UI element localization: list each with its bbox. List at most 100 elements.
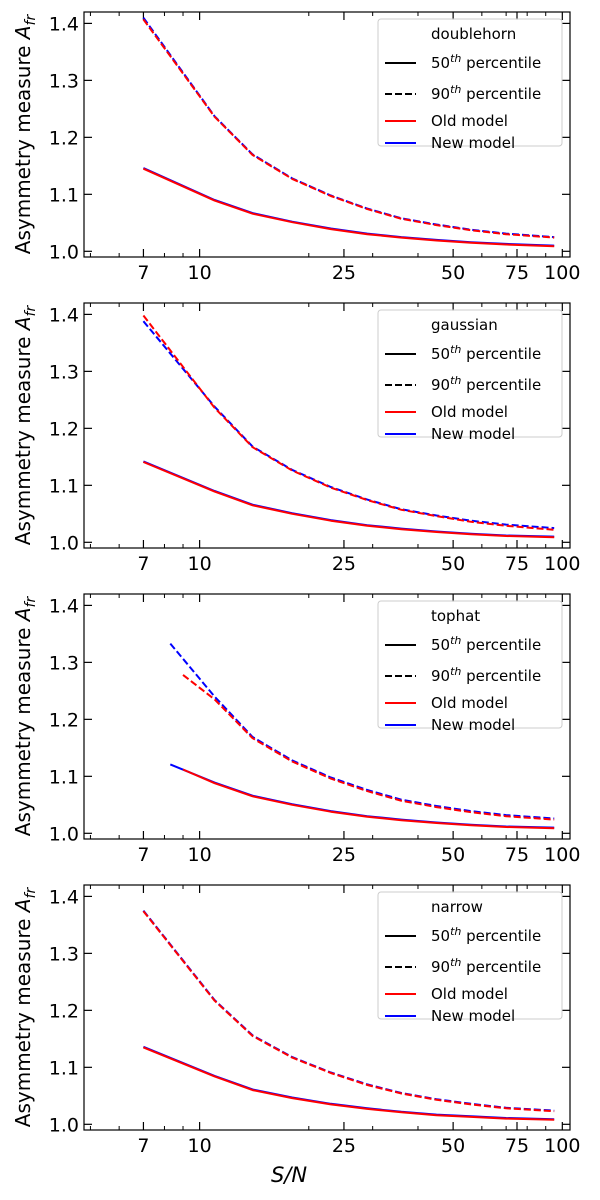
x-tick-label: 7 (137, 844, 149, 866)
panel-gaussian: 7 10 25 50 75 100 1.0 1.1 1.2 1.3 1.4 Asymmetry mea… (11, 302, 580, 575)
y-tick-label: 1.4 (49, 304, 79, 326)
y-axis-label-subscript: fr (23, 14, 39, 26)
series-line-old-p50 (143, 1046, 555, 1121)
plot-frame (83, 884, 571, 1131)
y-tick-label: 1.3 (49, 361, 79, 383)
y-axis-label-text: Asymmetry measure (11, 330, 35, 545)
x-tick-label: 75 (505, 844, 529, 866)
legend-entry-label: 50th percentile (431, 925, 541, 945)
legend-box (377, 600, 563, 729)
series-line-new-p50 (169, 763, 555, 829)
x-tick-label: 10 (188, 844, 212, 866)
y-tick-label: 1.2 (49, 418, 79, 440)
y-tick-label: 1.1 (49, 475, 79, 497)
x-tick-label: 7 (137, 1135, 149, 1157)
legend-entry-label: Old model (431, 985, 508, 1003)
series-line-old-p90 (182, 674, 555, 821)
legend-box (377, 18, 563, 147)
y-axis-label: Asymmetry measure Afr (11, 596, 39, 837)
legend-title: gaussian (431, 316, 498, 334)
series-line-new-p90 (142, 320, 555, 530)
y-tick-label: 1.1 (49, 184, 79, 206)
series-line-old-p50 (182, 768, 555, 830)
y-axis-label: Asymmetry measure Afr (11, 305, 39, 546)
y-tick-label: 1.0 (49, 241, 79, 263)
y-tick-label: 1.2 (49, 127, 79, 149)
legend-box (377, 891, 563, 1020)
legend-entry-label: New model (431, 716, 515, 734)
panel-tophat: 7 10 25 50 75 100 1.0 1.1 1.2 1.3 1.4 Asymmetry mea… (11, 593, 580, 866)
x-tick-label: 100 (544, 262, 580, 284)
series-line-old-p90 (142, 18, 555, 239)
legend-title: narrow (431, 898, 483, 916)
legend-entry-label: Old model (431, 112, 508, 130)
y-axis-label-symbol: A (11, 25, 35, 41)
y-axis-label-subscript: fr (23, 596, 39, 608)
legend: gaussian 50th percentile 90th percentile Ol… (377, 309, 563, 443)
panel-doublehorn: 7 10 25 50 75 100 1.0 1.1 1.2 1.3 1.4 Asymmetry mea… (11, 11, 580, 284)
x-tick-label: 100 (544, 844, 580, 866)
panel-narrow: 7 10 25 50 75 100 1.0 1.1 1.2 1.3 1.4 Asymmetry mea… (11, 884, 580, 1187)
legend-title: doublehorn (431, 25, 516, 43)
series-line-old-p90 (142, 314, 555, 531)
x-tick-label: 25 (332, 262, 356, 284)
x-tick-label: 10 (188, 262, 212, 284)
series-line-old-p50 (143, 461, 555, 539)
y-axis-label: Asymmetry measure Afr (11, 14, 39, 255)
series-line-new-p50 (143, 460, 555, 538)
x-tick-label: 50 (441, 262, 465, 284)
y-tick-label: 1.3 (49, 943, 79, 965)
plot-frame (83, 302, 571, 549)
x-tick-label: 10 (188, 1135, 212, 1157)
x-axis-label: S/N (271, 1163, 307, 1187)
x-tick-label: 7 (137, 262, 149, 284)
x-tick-label: 100 (544, 1135, 580, 1157)
y-axis-label-text: Asymmetry measure (11, 912, 35, 1127)
x-tick-label: 50 (441, 844, 465, 866)
legend-entry-label: 50th percentile (431, 634, 541, 654)
y-tick-label: 1.0 (49, 532, 79, 554)
y-tick-label: 1.1 (49, 1057, 79, 1079)
legend: narrow 50th percentile 90th percentile Old … (377, 891, 563, 1025)
x-tick-label: 50 (441, 1135, 465, 1157)
legend-entry-label: New model (431, 1007, 515, 1025)
legend-box (377, 309, 563, 438)
plot-frame (83, 593, 571, 840)
y-tick-label: 1.4 (49, 886, 79, 908)
series-line-new-p50 (143, 1045, 555, 1121)
y-tick-label: 1.4 (49, 13, 79, 35)
plot-frame (83, 11, 571, 258)
legend-entry-label: 50th percentile (431, 343, 541, 363)
y-axis-label-text: Asymmetry measure (11, 621, 35, 836)
series-line-old-p50 (142, 167, 555, 248)
y-axis-label-text: Asymmetry measure (11, 39, 35, 254)
x-tick-label: 100 (544, 553, 580, 575)
x-tick-label: 25 (332, 844, 356, 866)
y-axis-label-symbol: A (11, 316, 35, 332)
y-axis-label-symbol: A (11, 898, 35, 914)
x-tick-label: 75 (505, 262, 529, 284)
x-tick-label: 25 (332, 1135, 356, 1157)
series-line-old-p90 (142, 910, 555, 1113)
y-tick-label: 1.3 (49, 652, 79, 674)
x-tick-label: 75 (505, 553, 529, 575)
y-tick-label: 1.3 (49, 70, 79, 92)
y-tick-label: 1.0 (49, 823, 79, 845)
legend-title: tophat (431, 607, 480, 625)
legend-entry-label: 90th percentile (431, 665, 541, 685)
legend-entry-label: Old model (431, 403, 508, 421)
series-line-new-p90 (169, 642, 555, 820)
legend-entry-label: 90th percentile (431, 83, 541, 103)
x-tick-label: 75 (505, 1135, 529, 1157)
y-axis-label-subscript: fr (23, 887, 39, 899)
y-axis-label: Asymmetry measure Afr (11, 887, 39, 1128)
y-axis-label-symbol: A (11, 607, 35, 623)
legend-entry-label: New model (431, 425, 515, 443)
legend: tophat 50th percentile 90th percentile Old … (377, 600, 563, 734)
legend-entry-label: Old model (431, 694, 508, 712)
legend-entry-label: 50th percentile (431, 52, 541, 72)
x-tick-label: 50 (441, 553, 465, 575)
legend: doublehorn 50th percentile 90th percentile… (377, 18, 563, 152)
x-tick-label: 7 (137, 553, 149, 575)
